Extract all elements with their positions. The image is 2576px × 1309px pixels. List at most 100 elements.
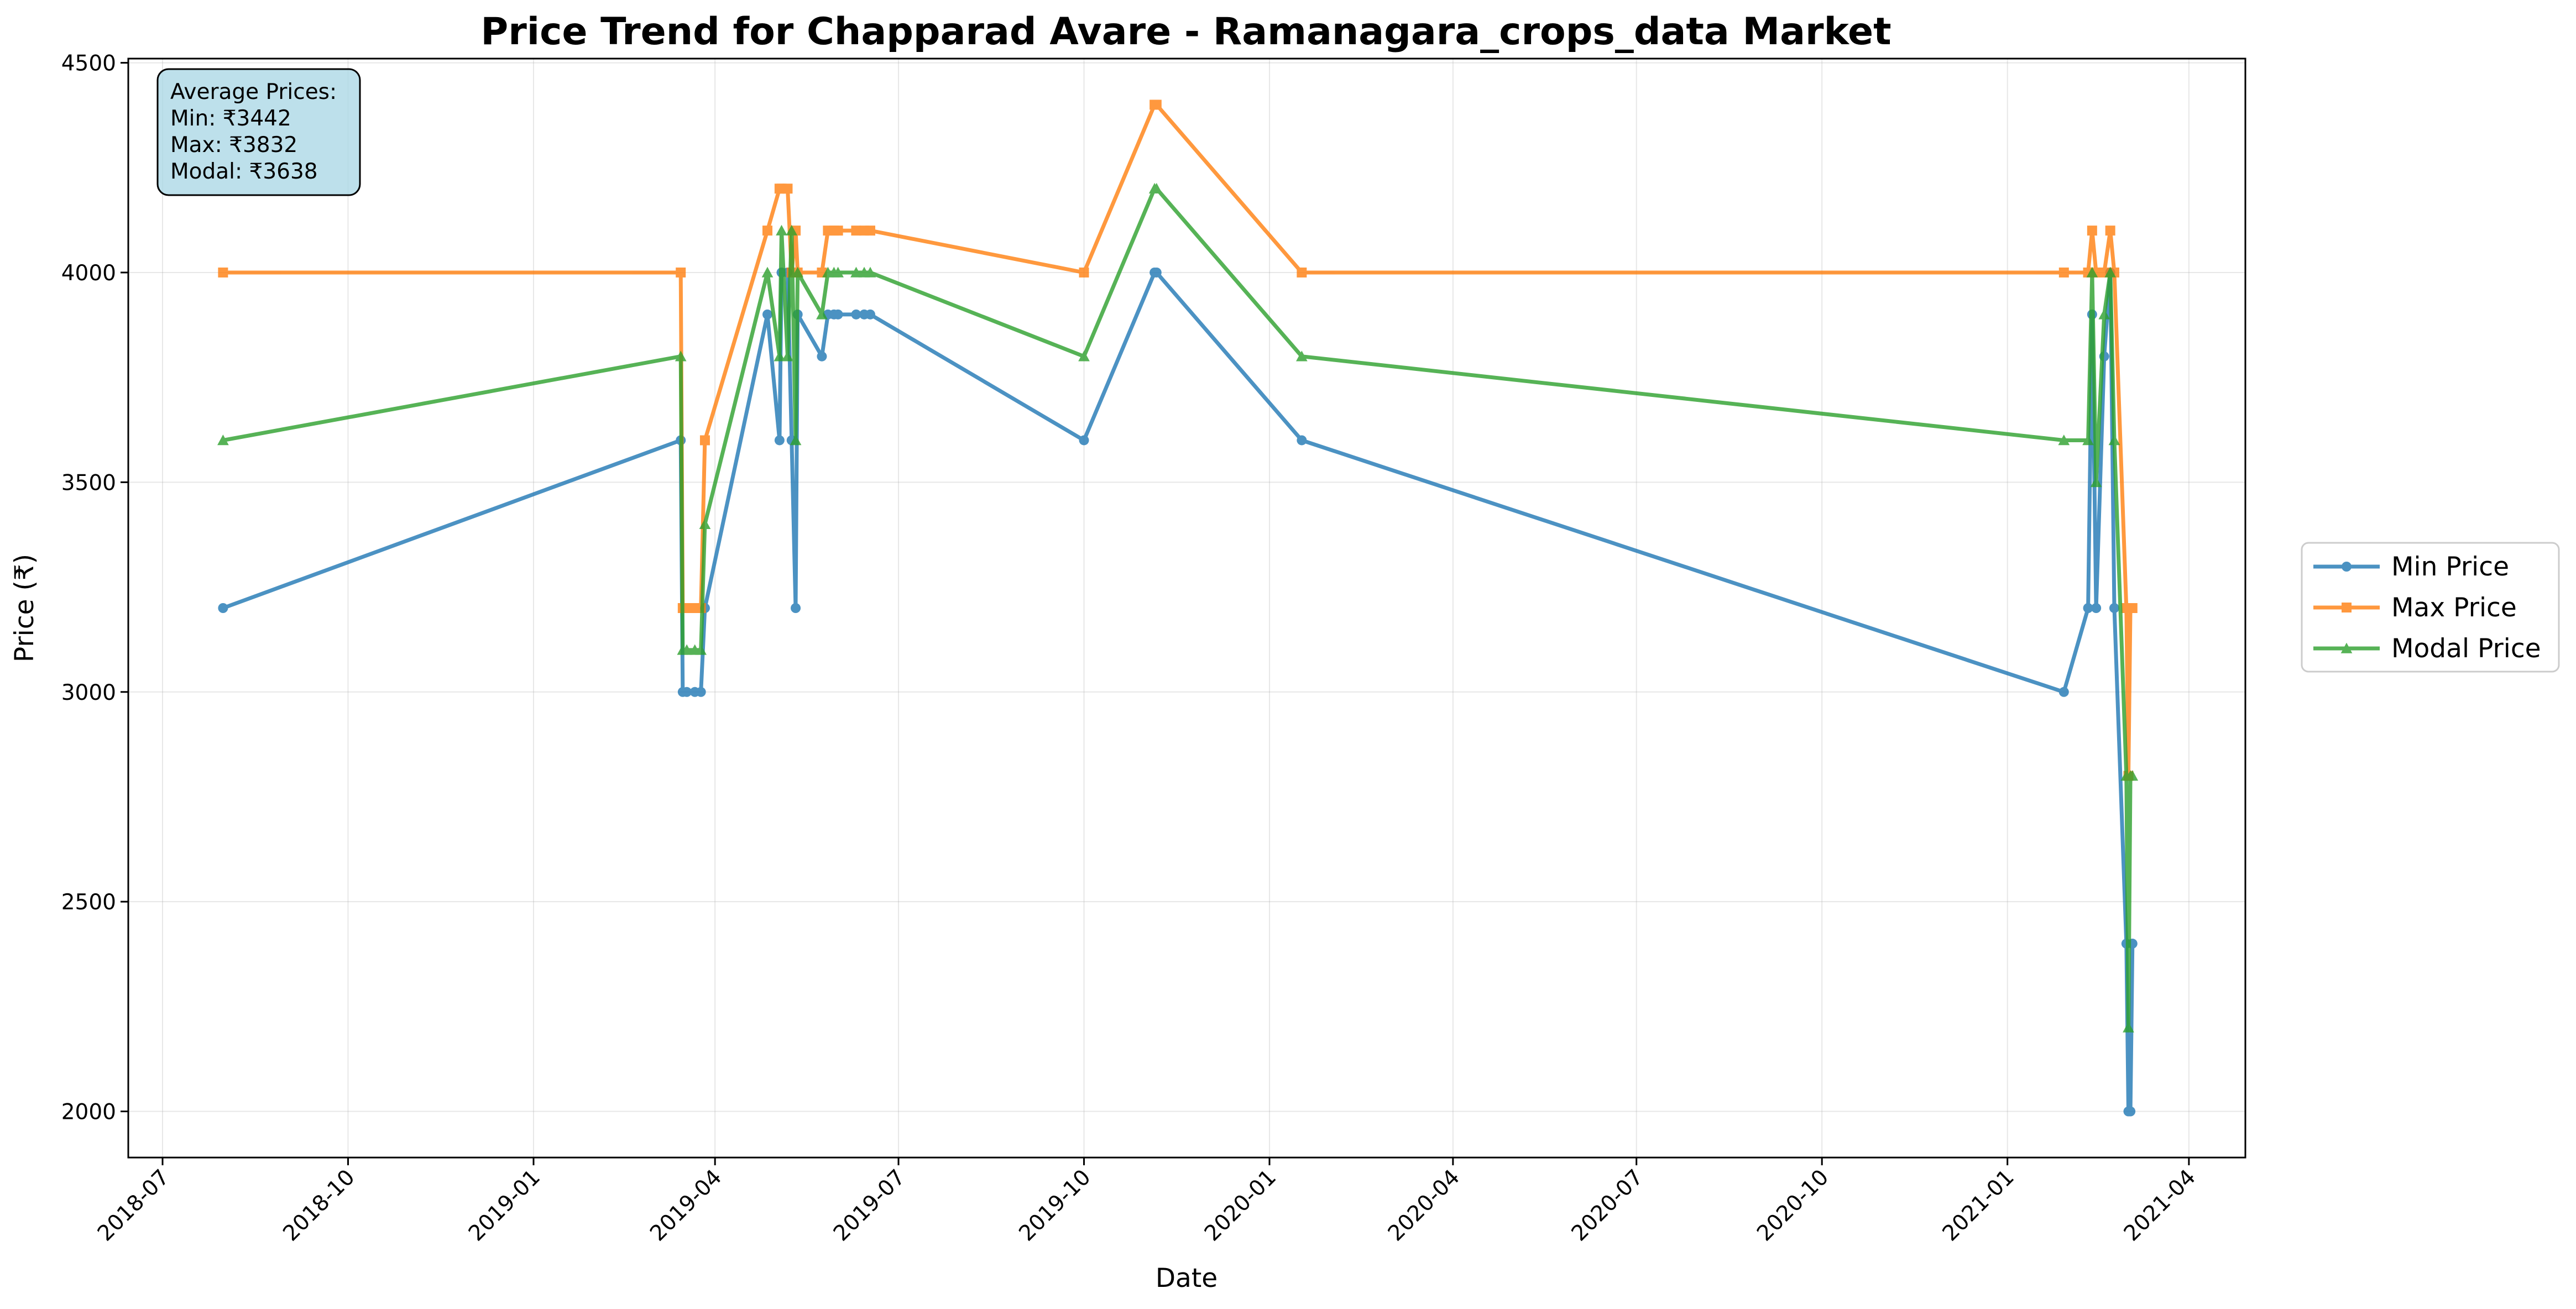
max-price-point (1151, 100, 1162, 110)
legend-item-min-price (2313, 562, 2380, 572)
min-price-point (762, 309, 772, 320)
legend-swatch-marker (2342, 603, 2352, 612)
modal-price-point (761, 266, 774, 277)
series (217, 100, 2139, 1117)
y-tick-label: 3500 (61, 470, 116, 495)
stats-line-max: Max: ₹3832 (170, 133, 297, 158)
stats-box-background (156, 68, 361, 196)
legend-label: Max Price (2391, 593, 2517, 623)
min-price-point (696, 687, 706, 697)
stats-line-heading: Average Prices: (170, 80, 337, 104)
modal-price-point (695, 644, 707, 655)
modal-price-point (2126, 770, 2139, 781)
x-tick-label: 2020-01 (1200, 1165, 1281, 1246)
y-tick-label: 4000 (61, 261, 116, 286)
legend-swatch-marker (2340, 642, 2353, 653)
modal-price-point (681, 644, 693, 655)
modal-price-point (1296, 350, 1308, 362)
legend-item-max-price (2313, 603, 2380, 612)
x-tick-label: 2018-10 (279, 1165, 360, 1246)
max-price-point (1297, 267, 1307, 277)
modal-price-point (850, 266, 862, 277)
modal-price-point (774, 350, 786, 362)
y-axis-label: Price (₹) (9, 554, 40, 662)
min-price-point (1297, 435, 1307, 446)
min-price-point (774, 435, 785, 446)
legend-swatch-marker (2342, 562, 2352, 572)
min-price-point (817, 351, 827, 362)
x-axis-ticks: 2018-07 2018-10 2019-01 2019-04 2019-07 2019-… (93, 1158, 2201, 1246)
stats-line-min: Min: ₹3442 (170, 106, 291, 131)
min-price-point (2091, 603, 2102, 613)
max-price-point (2087, 226, 2097, 236)
modal-price-point (217, 434, 229, 446)
x-tick-label: 2020-07 (1567, 1165, 1648, 1246)
legend-label: Modal Price (2391, 633, 2541, 664)
modal-price-point (699, 518, 711, 530)
modal-price-point (792, 266, 804, 277)
modal-price-point (790, 434, 802, 446)
x-tick-label: 2019-07 (829, 1165, 910, 1246)
min-price-point (2125, 1106, 2136, 1117)
max-price-point (2127, 603, 2138, 613)
y-tick-label: 2000 (61, 1100, 116, 1125)
max-price-point (865, 226, 875, 236)
x-axis-label: Date (1156, 1263, 1218, 1294)
min-price-point (218, 603, 228, 613)
modal-price-point (2082, 434, 2094, 446)
max-price-series (218, 100, 2138, 781)
min-price-point (2083, 603, 2093, 613)
max-price-point (218, 267, 228, 277)
legend-item-modal-price (2313, 642, 2380, 653)
min-price-point (1079, 435, 1089, 446)
modal-price-point (2104, 266, 2117, 277)
x-tick-label: 2019-10 (1015, 1165, 1096, 1246)
modal-price-point (2090, 477, 2102, 488)
min-price-point (791, 603, 801, 613)
max-price-point (782, 184, 793, 194)
x-tick-label: 2020-04 (1383, 1165, 1465, 1246)
max-price-point (833, 226, 843, 236)
y-axis-ticks: 2000 2500 3000 3500 4000 4500 (61, 51, 128, 1125)
modal-price-point (1151, 182, 1163, 194)
min-price-point (865, 309, 875, 320)
min-price-point (833, 309, 843, 320)
max-price-line (223, 103, 2133, 778)
modal-price-point (776, 224, 787, 235)
max-price-point (2105, 226, 2115, 236)
plot-area-frame (127, 57, 2246, 1159)
min-price-point (2109, 603, 2119, 613)
grid (128, 59, 2245, 1158)
min-price-point (682, 687, 692, 697)
x-tick-label: 2019-01 (464, 1165, 545, 1246)
chart-title: Price Trend for Chapparad Avare - Ramana… (480, 10, 1891, 54)
max-price-point (2058, 267, 2069, 277)
max-price-point (1079, 267, 1089, 277)
modal-price-point (782, 350, 793, 362)
min-price-point (1151, 267, 1162, 277)
x-tick-label: 2018-07 (93, 1165, 174, 1246)
max-price-point (676, 267, 686, 277)
max-price-point (851, 226, 861, 236)
modal-price-point (2123, 1022, 2134, 1033)
modal-price-series (217, 182, 2139, 1033)
modal-price-point (864, 266, 876, 277)
modal-price-point (1078, 350, 1090, 362)
x-tick-label: 2020-10 (1752, 1165, 1833, 1246)
min-price-line (222, 270, 2135, 1113)
modal-price-point (832, 266, 844, 277)
x-tick-label: 2021-04 (2119, 1165, 2201, 1246)
y-tick-label: 2500 (61, 890, 116, 915)
modal-price-point (2108, 434, 2120, 446)
legend-label: Min Price (2391, 552, 2509, 582)
y-tick-label: 3000 (61, 680, 116, 705)
min-price-point (2058, 687, 2069, 697)
legend-frame (2301, 542, 2560, 673)
max-price-point (699, 435, 710, 446)
modal-price-point (2098, 308, 2110, 320)
modal-price-point (2058, 434, 2070, 446)
modal-price-point (2086, 266, 2098, 277)
modal-price-line (222, 186, 2133, 1030)
max-price-point (762, 226, 772, 236)
